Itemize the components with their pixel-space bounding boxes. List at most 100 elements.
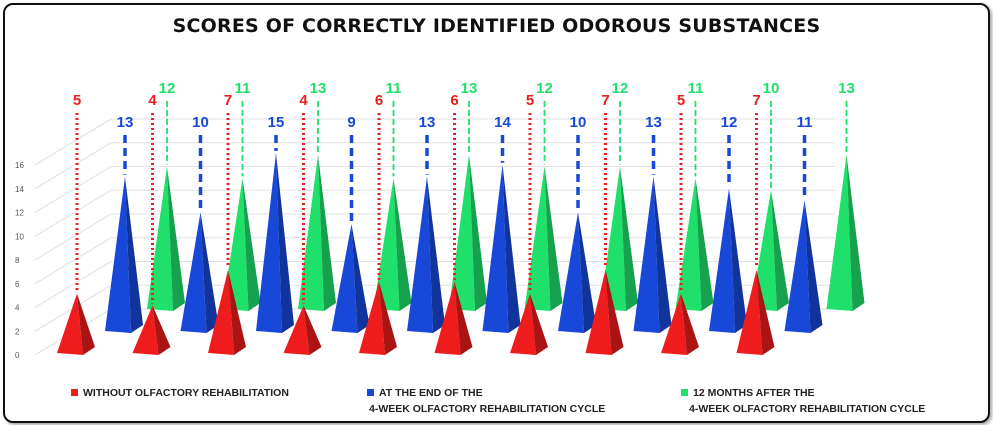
data-label-1-7: 13 bbox=[645, 114, 662, 131]
pyramid-face-right-0-6 bbox=[530, 293, 548, 355]
chart-frame: SCORES OF CORRECTLY IDENTIFIED ODOROUS S… bbox=[3, 3, 990, 423]
pyramid-face-right-1-1 bbox=[200, 212, 219, 333]
gridline-diagonal bbox=[34, 142, 112, 190]
gridline-diagonal bbox=[34, 237, 112, 285]
y-tick-label: 6 bbox=[15, 280, 20, 289]
data-label-1-3: 9 bbox=[347, 114, 355, 131]
data-label-0-1: 4 bbox=[148, 92, 157, 109]
pyramid-face-left-1-3 bbox=[331, 224, 358, 333]
pyramid-face-left-2-4 bbox=[449, 154, 475, 311]
pyramid-face-left-2-3 bbox=[373, 178, 400, 311]
pyramid-face-right-0-0 bbox=[77, 293, 95, 355]
y-tick-label: 14 bbox=[15, 185, 24, 194]
data-label-2-7: 11 bbox=[688, 80, 704, 97]
pyramid-face-right-2-7 bbox=[695, 178, 714, 311]
data-label-2-1: 11 bbox=[235, 80, 251, 97]
pyramid-face-right-1-6 bbox=[578, 212, 596, 333]
pyramid-face-right-2-9 bbox=[846, 154, 865, 311]
pyramid-face-right-1-5 bbox=[502, 164, 521, 333]
pyramid-face-right-2-8 bbox=[771, 190, 789, 311]
legend-label-without-rehab: WITHOUT OLFACTORY REHABILITATION bbox=[83, 387, 289, 399]
gridline-diagonal bbox=[34, 261, 112, 308]
legend-label-end-of-cycle-line1: AT THE END OF THE bbox=[379, 387, 483, 399]
legend-label-12-months-line1: 12 MONTHS AFTER THE bbox=[693, 387, 815, 399]
pyramid-face-left-0-4 bbox=[359, 281, 385, 355]
data-label-0-8: 5 bbox=[677, 92, 685, 109]
data-label-0-7: 7 bbox=[601, 92, 609, 109]
data-label-1-4: 13 bbox=[419, 114, 436, 131]
data-label-2-0: 12 bbox=[159, 80, 176, 97]
data-label-1-2: 15 bbox=[268, 114, 285, 131]
gridline-diagonal bbox=[34, 189, 112, 237]
gridline-diagonal bbox=[34, 118, 112, 166]
data-label-2-6: 12 bbox=[612, 80, 629, 97]
pyramid-face-right-1-0 bbox=[125, 176, 143, 333]
data-label-0-4: 6 bbox=[375, 92, 383, 109]
pyramid-face-right-0-2 bbox=[228, 269, 246, 355]
y-tick-label: 12 bbox=[15, 209, 24, 218]
pyramid-face-left-1-8 bbox=[709, 188, 735, 333]
pyramid-face-left-0-8 bbox=[661, 293, 687, 355]
data-label-0-6: 5 bbox=[526, 92, 534, 109]
pyramid-face-right-2-5 bbox=[544, 166, 563, 311]
pyramid-face-left-0-9 bbox=[736, 269, 763, 355]
chart-plot-area: 0 2 4 6 8 10 12 14 16 5 4 7 4 6 6 5 7 5 7 13 10 15 9 13 14 10 13 12… bbox=[15, 80, 865, 360]
gridline-diagonal bbox=[34, 166, 112, 213]
data-label-1-6: 10 bbox=[570, 114, 587, 131]
pyramid-face-right-0-7 bbox=[605, 269, 624, 355]
pyramid-face-left-2-2 bbox=[298, 154, 324, 311]
pyramid-face-left-1-5 bbox=[482, 164, 509, 333]
data-label-0-5: 6 bbox=[450, 92, 458, 109]
pyramid-face-left-1-6 bbox=[558, 212, 584, 333]
pyramid-face-right-0-8 bbox=[681, 293, 699, 355]
y-tick-label: 4 bbox=[15, 304, 20, 313]
pyramid-face-left-1-2 bbox=[256, 152, 282, 333]
data-label-1-0: 13 bbox=[117, 114, 134, 131]
legend-swatch-blue bbox=[367, 389, 374, 396]
data-label-1-5: 14 bbox=[494, 114, 511, 131]
pyramid-face-left-1-9 bbox=[784, 200, 811, 333]
pyramid-face-right-0-4 bbox=[379, 281, 397, 355]
pyramid-face-left-0-7 bbox=[585, 269, 612, 355]
pyramid-face-right-2-3 bbox=[393, 178, 412, 311]
pyramid-face-left-1-4 bbox=[407, 176, 433, 333]
pyramid-face-right-2-0 bbox=[167, 166, 185, 311]
data-label-0-3: 4 bbox=[299, 92, 308, 109]
data-label-2-4: 13 bbox=[461, 80, 478, 97]
pyramid-face-right-0-5 bbox=[454, 281, 473, 355]
data-label-2-3: 11 bbox=[386, 80, 402, 97]
data-label-1-9: 11 bbox=[797, 114, 813, 131]
data-label-2-8: 10 bbox=[763, 80, 780, 97]
pyramid-face-right-1-3 bbox=[351, 224, 370, 333]
pyramid-face-right-1-8 bbox=[729, 188, 747, 333]
pyramid-face-left-1-0 bbox=[105, 176, 131, 333]
y-tick-label: 2 bbox=[15, 327, 20, 336]
y-tick-label: 0 bbox=[15, 351, 20, 360]
y-tick-label: 8 bbox=[15, 256, 20, 265]
pyramid-face-right-2-2 bbox=[318, 154, 336, 311]
pyramid-face-right-1-4 bbox=[427, 176, 445, 333]
data-label-0-9: 7 bbox=[752, 92, 760, 109]
chart-title: SCORES OF CORRECTLY IDENTIFIED ODOROUS S… bbox=[172, 15, 821, 37]
pyramid-face-left-1-1 bbox=[180, 212, 207, 333]
data-label-0-0: 5 bbox=[73, 92, 81, 109]
legend-label-end-of-cycle-line2: 4-WEEK OLFACTORY REHABILITATION CYCLE bbox=[369, 403, 606, 415]
legend-swatch-red bbox=[71, 389, 78, 396]
pyramid-face-right-0-3 bbox=[303, 305, 322, 355]
pyramid-face-left-0-1 bbox=[132, 305, 159, 355]
pyramid-face-right-2-4 bbox=[469, 154, 487, 311]
data-label-2-5: 12 bbox=[536, 80, 553, 97]
pyramid-face-left-0-6 bbox=[510, 293, 536, 355]
pyramid-face-left-0-3 bbox=[283, 305, 310, 355]
pyramid-face-right-2-1 bbox=[242, 178, 261, 311]
pyramid-face-left-0-2 bbox=[208, 269, 234, 355]
data-label-1-8: 12 bbox=[721, 114, 738, 131]
data-label-0-2: 7 bbox=[224, 92, 232, 109]
pyramid-face-right-1-9 bbox=[804, 200, 823, 333]
data-label-1-1: 10 bbox=[192, 114, 209, 131]
data-label-2-9: 13 bbox=[838, 80, 855, 97]
data-label-2-2: 13 bbox=[310, 80, 327, 97]
pyramid-face-left-1-7 bbox=[633, 176, 660, 333]
pyramid-face-right-0-1 bbox=[152, 305, 171, 355]
pyramid-face-right-2-6 bbox=[620, 166, 638, 311]
